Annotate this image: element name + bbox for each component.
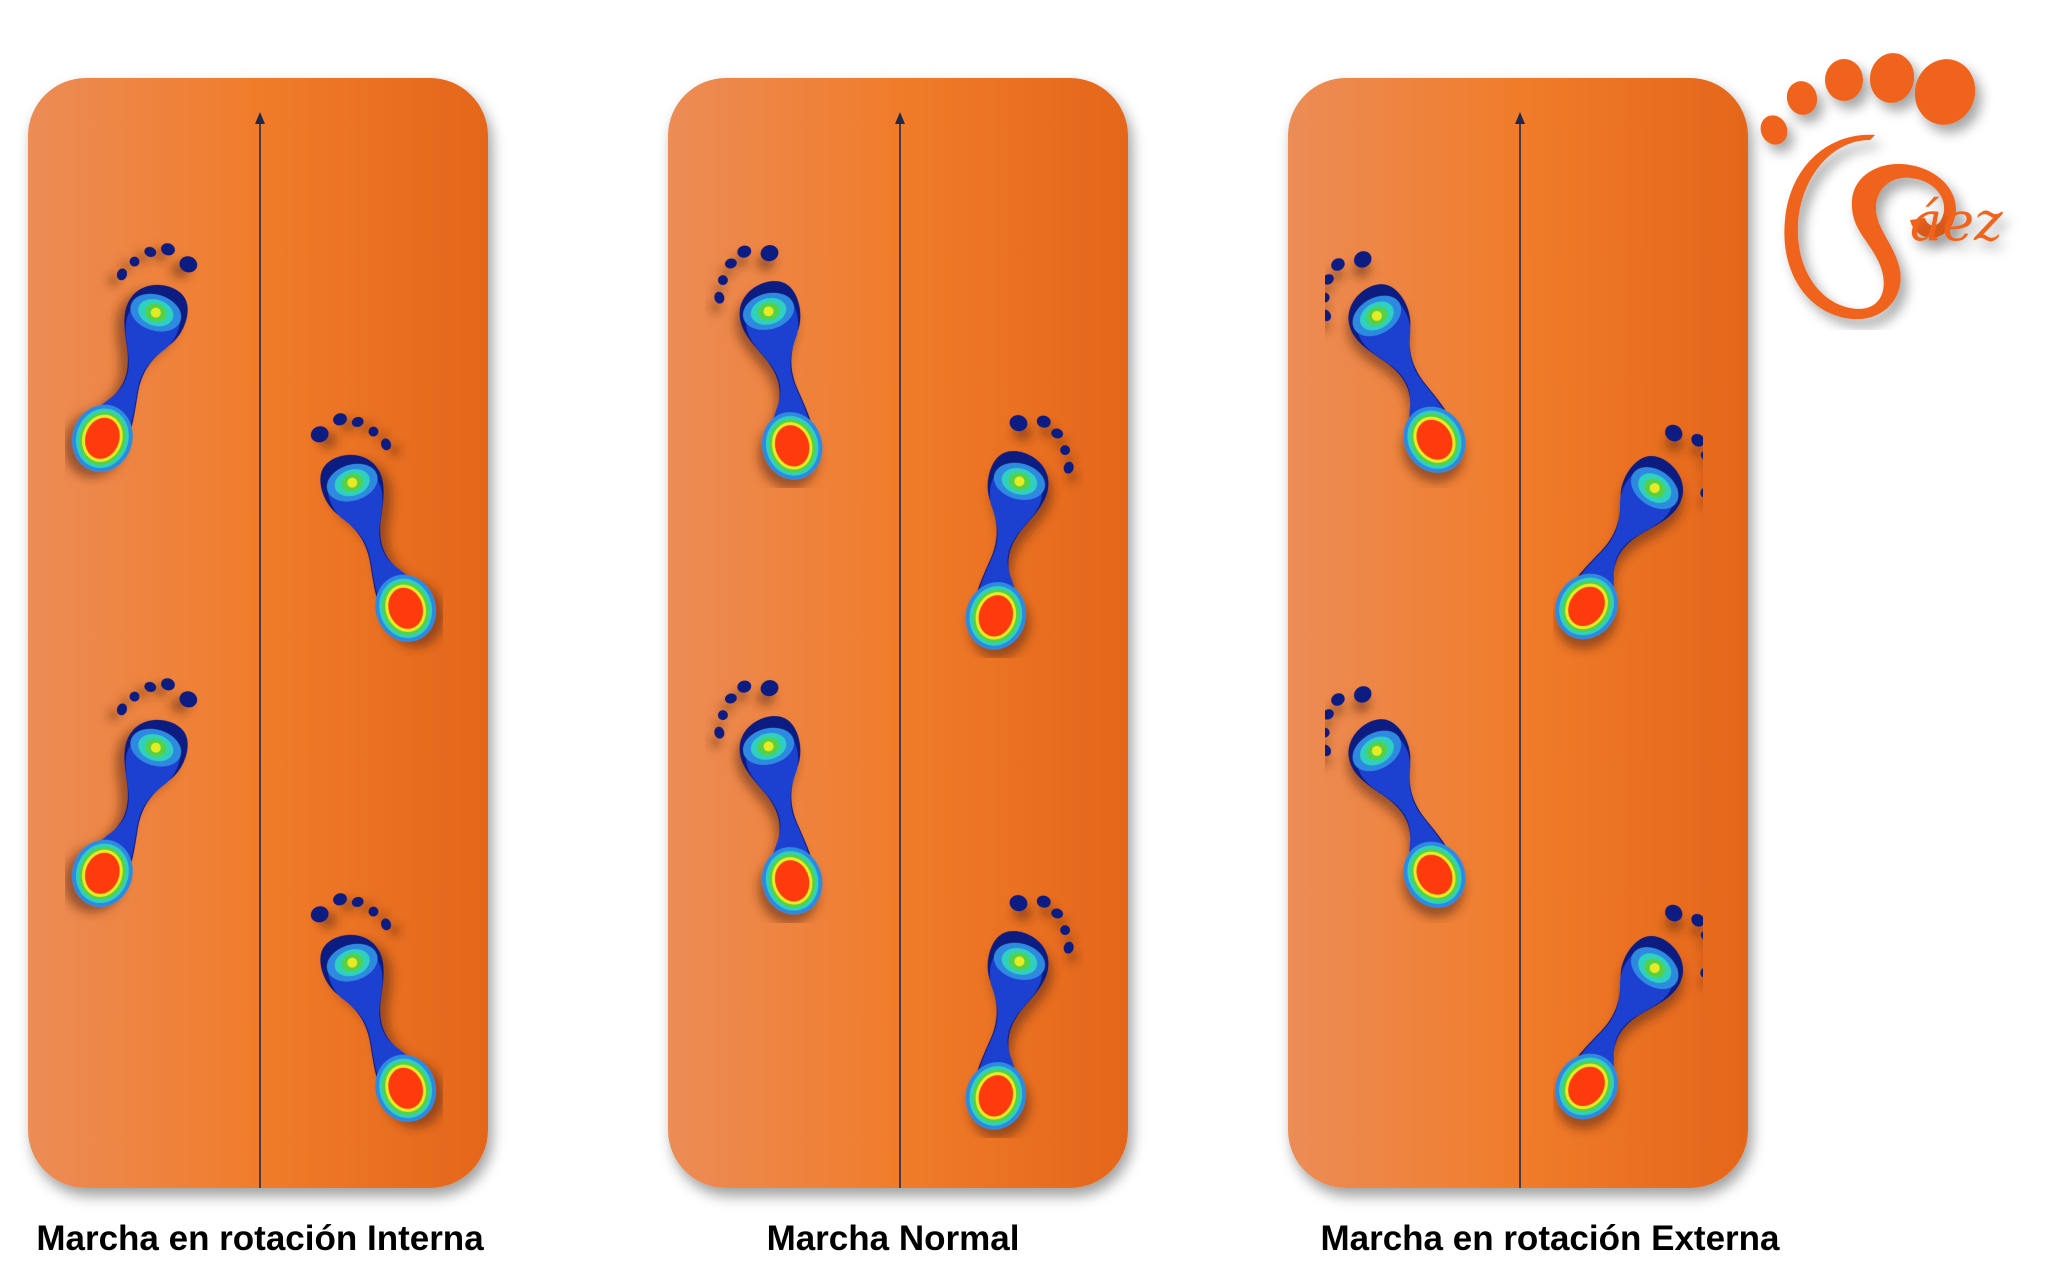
footprint-left-icon — [1319, 663, 1475, 923]
direction-arrow — [895, 112, 905, 1188]
footprint-left-icon — [65, 228, 215, 488]
footprint-right-icon — [933, 878, 1083, 1138]
caption-interna: Marcha en rotación Interna — [36, 1219, 484, 1258]
footprint-right-icon — [1553, 878, 1714, 1138]
direction-arrow — [255, 112, 265, 1188]
footprint-left-icon — [1319, 228, 1475, 488]
footprint-right-icon — [1553, 398, 1714, 658]
footprint-right-icon — [933, 398, 1083, 658]
gait-panel-normal — [668, 78, 1128, 1188]
footprint-left-icon — [705, 663, 855, 923]
footprint-right-icon — [293, 878, 443, 1138]
footprint-left-icon — [705, 228, 855, 488]
footprint-logo-icon: áez — [1760, 53, 2003, 320]
footprint-right-icon — [293, 398, 443, 658]
panel-background — [668, 78, 1128, 1188]
direction-arrow — [1515, 112, 1525, 1188]
caption-normal: Marcha Normal — [766, 1219, 1020, 1258]
logo-text: áez — [1910, 190, 2003, 253]
caption-externa: Marcha en rotación Externa — [1320, 1219, 1780, 1258]
footprint-left-icon — [65, 663, 215, 923]
